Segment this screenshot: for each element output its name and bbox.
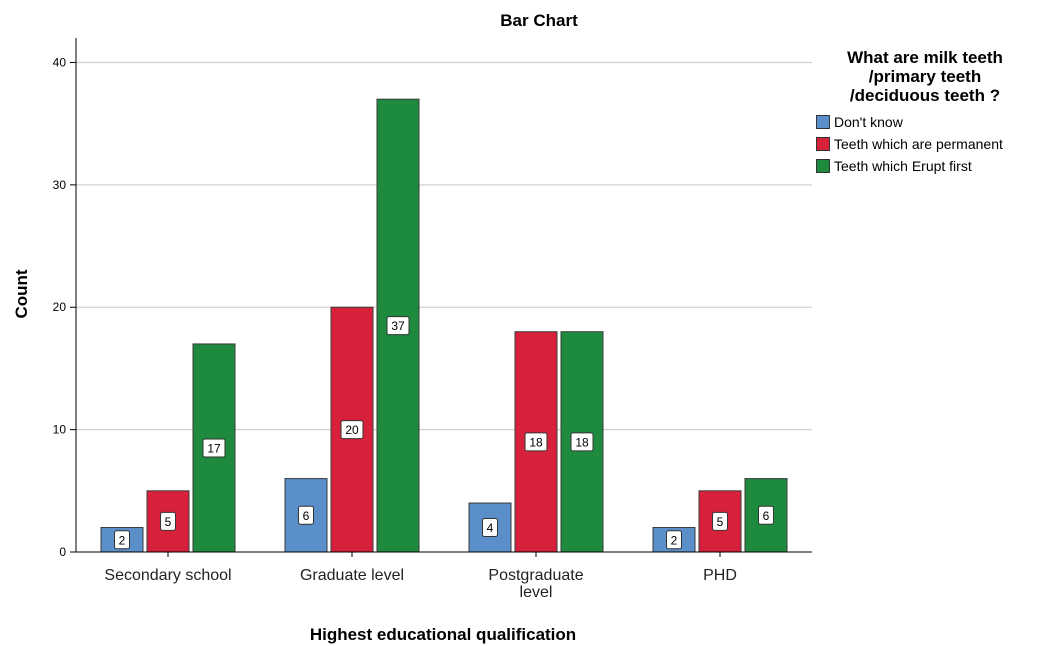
y-axis-label: Count [12,269,31,318]
y-tick-label: 40 [53,55,67,69]
data-label-box [298,505,314,525]
data-label: 5 [165,515,172,529]
y-axis: 0 10 20 30 40 [53,38,77,559]
x-tick-label: level [520,584,553,601]
data-label: 20 [345,423,359,437]
data-label: 17 [207,441,221,455]
legend-item: Don't know [816,111,1038,133]
x-tick-label: Secondary school [104,567,231,584]
data-label-box [524,432,548,452]
data-label-box [160,511,176,531]
legend-swatch [816,137,830,151]
legend-items: Don't know Teeth which are permanent Teeth… [816,111,1038,177]
x-tick-label: PHD [703,567,737,584]
data-label: 6 [303,509,310,523]
data-label-box [114,530,130,550]
legend-title: What are milk teeth /primary teeth /deci… [847,48,1003,105]
data-label: 18 [529,435,543,449]
bar-chart: Bar Chart 0 10 20 30 40 2 5 17 6 20 37 4 18 18 2 5 6 Se… [12,11,812,644]
legend-label: Teeth which Erupt first [834,158,972,174]
data-label: 37 [391,319,405,333]
legend-item: Teeth which Erupt first [816,155,1038,177]
data-label: 6 [763,509,770,523]
bars: 2 5 17 6 20 37 4 18 18 2 5 6 [100,98,788,553]
x-axis: Secondary school Graduate level Postgradua… [76,551,812,601]
data-label: 2 [119,533,126,547]
legend: What are milk teeth /primary teeth /deci… [816,48,1038,177]
gridlines [76,61,812,431]
legend-swatch [816,159,830,173]
y-tick-label: 0 [59,545,66,559]
data-label-box [666,530,682,550]
x-axis-label: Highest educational qualification [310,625,576,644]
data-label-box [482,518,498,538]
data-label-box [570,432,594,452]
y-tick-label: 20 [53,300,67,314]
legend-label: Don't know [834,114,903,130]
data-label-box [758,505,774,525]
legend-swatch [816,115,830,129]
data-label: 5 [717,515,724,529]
data-label: 4 [487,521,494,535]
y-tick-label: 10 [53,423,67,437]
data-label-box [202,438,226,458]
data-label: 18 [575,435,589,449]
legend-label: Teeth which are permanent [834,136,1003,152]
chart-title: Bar Chart [500,11,578,30]
data-label-box [386,316,410,336]
legend-item: Teeth which are permanent [816,133,1038,155]
data-label: 2 [671,533,678,547]
x-tick-label: Graduate level [300,567,404,584]
data-label-box [340,420,364,440]
x-tick-label: Postgraduate [488,567,583,584]
data-label-box [712,511,728,531]
y-tick-label: 30 [53,178,67,192]
